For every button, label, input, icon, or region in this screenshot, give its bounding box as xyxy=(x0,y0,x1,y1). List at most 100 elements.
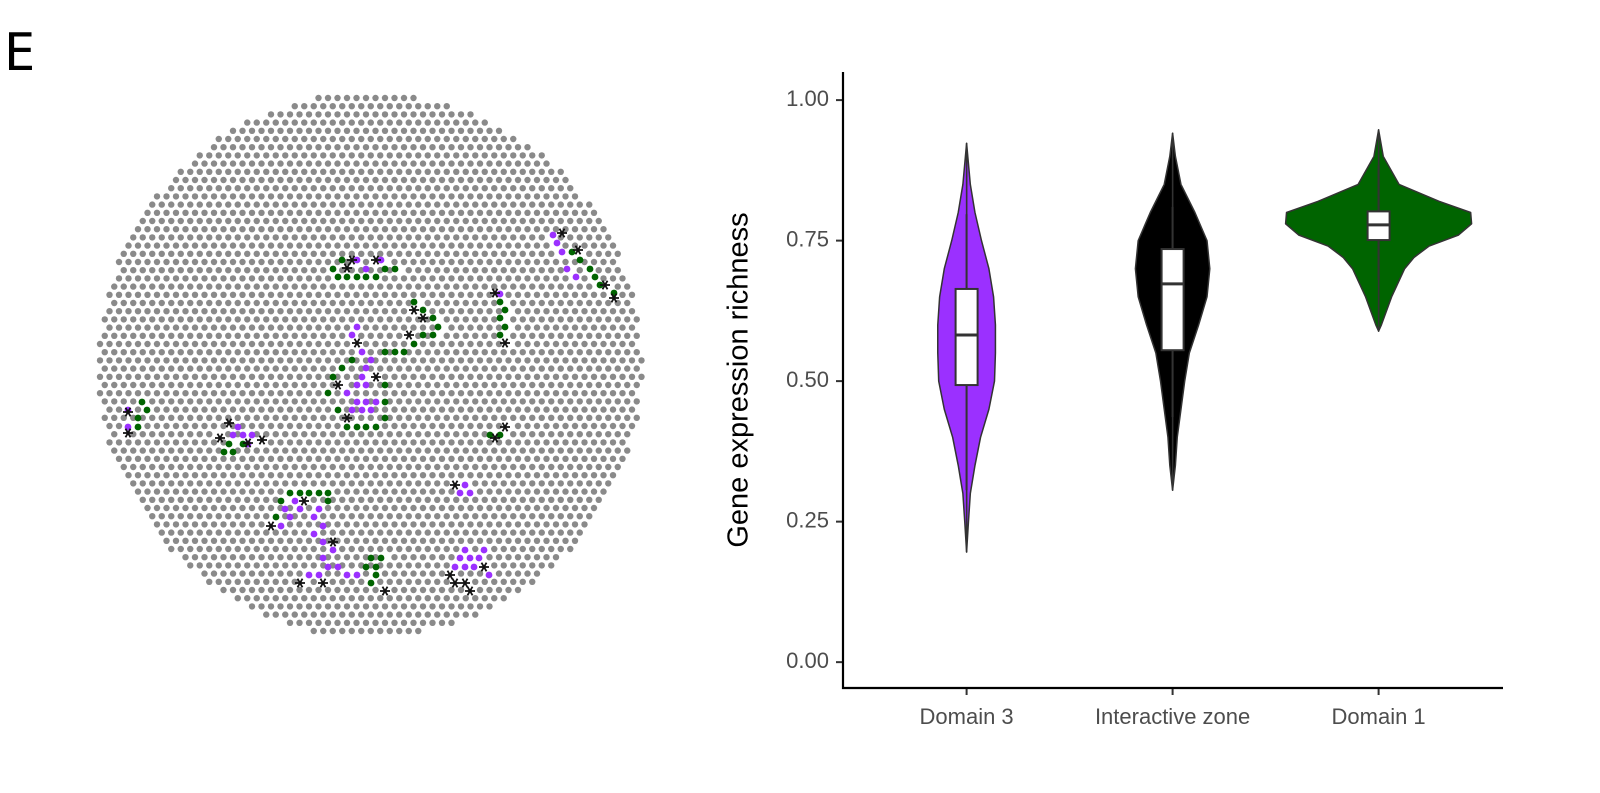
tissue-spot xyxy=(310,545,317,553)
tissue-spot xyxy=(529,234,536,241)
tissue-spot xyxy=(348,545,355,553)
tissue-spot xyxy=(453,398,460,405)
tissue-spot xyxy=(229,291,237,298)
tissue-spot xyxy=(377,316,384,323)
tissue-spot xyxy=(500,349,507,356)
tissue-spot xyxy=(538,217,545,225)
tissue-spot xyxy=(125,275,132,282)
tissue-spot xyxy=(320,332,327,339)
tissue-spot xyxy=(201,176,208,184)
tissue-spot xyxy=(571,340,579,348)
tissue-spot xyxy=(220,488,227,495)
tissue-spot xyxy=(244,283,251,290)
tissue-spot xyxy=(353,308,360,315)
tissue-spot xyxy=(448,373,455,380)
tissue-spot xyxy=(609,258,617,266)
tissue-spot xyxy=(481,234,488,241)
tissue-spot xyxy=(348,381,355,389)
tissue-spot xyxy=(519,185,526,192)
tissue-spot xyxy=(305,144,313,151)
tissue-spot xyxy=(567,447,574,454)
tissue-spot xyxy=(419,258,427,266)
tissue-spot xyxy=(206,578,213,585)
tissue-spot xyxy=(315,603,322,610)
tissue-spot xyxy=(348,365,355,372)
tissue-spot xyxy=(381,94,389,102)
tissue-spot xyxy=(182,291,189,298)
tissue-spot xyxy=(130,414,137,421)
tissue-spot xyxy=(168,513,175,520)
tissue-spot xyxy=(149,513,156,520)
tissue-spot xyxy=(158,349,165,356)
spot-asterisk xyxy=(318,578,328,588)
tissue-spot xyxy=(362,193,370,200)
tissue-spot xyxy=(467,357,474,364)
tissue-spot xyxy=(453,513,460,520)
tissue-spot xyxy=(481,119,488,126)
tissue-spot xyxy=(367,463,374,471)
tissue-spot xyxy=(301,545,308,553)
tissue-spot xyxy=(244,267,251,274)
tissue-spot xyxy=(586,463,593,471)
tissue-spot xyxy=(595,463,602,471)
tissue-spot xyxy=(182,258,189,266)
tissue-spot xyxy=(225,496,232,503)
tissue-spot xyxy=(220,504,227,512)
spot xyxy=(381,398,389,406)
tissue-spot xyxy=(538,447,545,454)
tissue-spot xyxy=(524,340,531,348)
tissue-spot xyxy=(182,537,189,544)
tissue-spot xyxy=(372,340,379,348)
tissue-spot xyxy=(533,291,541,298)
spot-asterisk xyxy=(257,435,267,445)
tissue-spot xyxy=(153,308,161,315)
tissue-spot xyxy=(248,324,256,331)
tissue-spot xyxy=(191,258,199,266)
tissue-spot xyxy=(149,250,156,257)
tissue-spot xyxy=(339,332,346,339)
tissue-spot xyxy=(619,275,626,282)
tissue-spot xyxy=(548,267,555,274)
tissue-spot xyxy=(291,316,298,323)
tissue-spot xyxy=(533,258,541,266)
tissue-spot xyxy=(277,603,284,610)
tissue-spot xyxy=(381,619,389,626)
tissue-spot xyxy=(605,234,612,241)
tissue-spot xyxy=(206,168,213,175)
tissue-spot xyxy=(277,308,284,315)
tissue-spot xyxy=(348,152,355,159)
tissue-spot xyxy=(291,185,298,192)
tissue-spot xyxy=(130,316,137,323)
tissue-spot xyxy=(381,406,389,413)
tissue-spot xyxy=(505,226,512,233)
tissue-spot xyxy=(201,488,208,495)
tissue-spot xyxy=(443,217,450,225)
tissue-spot xyxy=(505,390,512,397)
tissue-spot xyxy=(500,201,507,208)
tissue-spot xyxy=(210,176,218,184)
tissue-spot xyxy=(120,299,127,307)
spot xyxy=(310,513,318,521)
tissue-spot xyxy=(305,340,313,348)
tissue-spot xyxy=(372,472,379,479)
tissue-spot xyxy=(301,283,308,290)
tissue-spot xyxy=(429,258,436,266)
tissue-spot xyxy=(472,365,479,372)
tissue-spot xyxy=(586,480,593,487)
tissue-spot xyxy=(158,447,165,454)
tissue-spot xyxy=(514,504,522,512)
tissue-spot xyxy=(495,554,503,561)
tissue-spot xyxy=(253,562,260,569)
tissue-spot xyxy=(576,496,583,503)
tissue-spot xyxy=(277,586,284,594)
tissue-spot xyxy=(548,250,555,257)
tissue-spot xyxy=(130,234,137,241)
tissue-spot xyxy=(362,160,370,167)
tissue-spot xyxy=(567,398,574,405)
tissue-spot xyxy=(239,308,246,315)
tissue-spot xyxy=(348,217,355,225)
tissue-spot xyxy=(187,201,194,208)
tissue-spot xyxy=(282,316,289,323)
tissue-spot xyxy=(215,283,222,290)
tissue-spot xyxy=(510,529,517,536)
